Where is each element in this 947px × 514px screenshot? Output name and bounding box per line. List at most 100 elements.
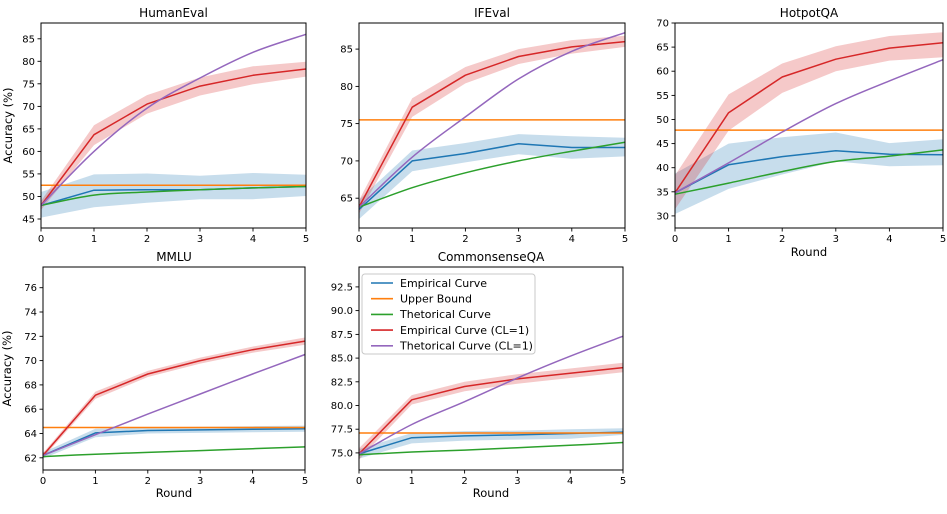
legend-label-upper-bound: Upper Bound (400, 293, 472, 306)
plot-frame (358, 22, 626, 229)
x-tick-label: 0 (40, 476, 46, 487)
xlabel-hotpotqa: Round (791, 245, 827, 259)
x-tick-label: 5 (940, 234, 946, 245)
y-tick-label: 45 (22, 215, 35, 226)
x-tick-label: 1 (409, 234, 415, 245)
line-empirical-curve-cl-1 (42, 340, 306, 456)
x-tick-label: 0 (38, 234, 44, 245)
y-tick-label: 82.5 (331, 377, 353, 388)
y-tick-label: 87.5 (331, 330, 353, 341)
x-tick-label: 3 (197, 476, 203, 487)
x-tick-label: 2 (462, 234, 468, 245)
line-thetorical-curve (358, 441, 624, 456)
y-tick-label: 50 (656, 115, 669, 126)
x-tick-label: 1 (91, 234, 97, 245)
y-tick-label: 68 (24, 380, 37, 391)
title-commonsenseqa: CommonsenseQA (438, 250, 545, 264)
x-tick-label: 0 (356, 234, 362, 245)
ylabel-mmlu: Accuracy (%) (0, 330, 14, 406)
y-tick-label: 85 (340, 45, 353, 56)
ylabel-humaneval: Accuracy (%) (1, 87, 15, 163)
y-tick-label: 80.0 (331, 401, 353, 412)
x-tick-label: 3 (833, 234, 839, 245)
x-tick-label: 1 (92, 476, 98, 487)
x-tick-label: 2 (144, 234, 150, 245)
y-tick-label: 60 (656, 67, 669, 78)
x-tick-label: 1 (725, 234, 731, 245)
y-tick-label: 85.0 (331, 354, 353, 365)
y-tick-label: 50 (22, 192, 35, 203)
y-tick-label: 75 (22, 79, 35, 90)
band-empirical-curve-cl-1 (359, 35, 625, 214)
x-tick-label: 5 (303, 234, 309, 245)
y-tick-label: 70 (22, 102, 35, 113)
line-empirical-curve (358, 143, 625, 210)
legend-label-empirical-curve: Empirical Curve (400, 277, 487, 290)
y-tick-label: 35 (656, 187, 669, 198)
line-empirical-curve-cl-1 (358, 366, 624, 455)
legend-label-thetorical-curve: Thetorical Curve (399, 308, 491, 321)
plot-frame (674, 22, 944, 229)
line-thetorical-curve-cl-1 (42, 353, 306, 457)
x-tick-label: 5 (620, 476, 626, 487)
line-thetorical-curve-cl-1 (674, 59, 944, 194)
y-tick-label: 85 (22, 34, 35, 45)
xlabel-mmlu: Round (156, 486, 192, 500)
y-tick-label: 70 (24, 356, 37, 367)
x-tick-label: 2 (779, 234, 785, 245)
y-tick-label: 75.0 (331, 448, 353, 459)
title-humaneval: HumanEval (139, 6, 208, 20)
subplot-humaneval: HumanEval Accuracy (%) 0 1 2 3 4 545505560657… (1, 6, 309, 245)
x-tick-label: 0 (356, 476, 362, 487)
line-empirical-curve-cl-1 (674, 42, 944, 194)
y-tick-label: 70 (656, 19, 669, 30)
x-tick-label: 3 (515, 234, 521, 245)
y-tick-label: 80 (22, 57, 35, 68)
y-tick-label: 40 (656, 163, 669, 174)
y-tick-label: 55 (656, 91, 669, 102)
y-tick-label: 65 (656, 43, 669, 54)
x-tick-label: 2 (145, 476, 151, 487)
line-thetorical-curve (358, 141, 626, 208)
plot-frame (42, 266, 306, 471)
line-thetorical-curve-cl-1 (358, 31, 626, 208)
y-tick-label: 65 (340, 194, 353, 205)
line-empirical-curve-cl-1 (40, 68, 307, 206)
line-thetorical-curve-cl-1 (40, 33, 307, 207)
y-tick-label: 76 (24, 283, 37, 294)
line-thetorical-curve-cl-1 (358, 335, 624, 455)
y-tick-label: 66 (24, 405, 37, 416)
line-thetorical-curve (674, 149, 944, 195)
x-tick-label: 5 (622, 234, 628, 245)
band-empirical-curve (41, 173, 306, 218)
y-tick-label: 64 (24, 429, 37, 440)
y-tick-label: 55 (22, 169, 35, 180)
y-tick-label: 62 (24, 453, 37, 464)
band-empirical-curve-cl-1 (43, 337, 305, 458)
x-tick-label: 3 (197, 234, 203, 245)
x-tick-label: 4 (250, 234, 256, 245)
line-empirical-curve (42, 427, 306, 457)
title-hotpotqa: HotpotQA (780, 6, 839, 20)
band-empirical-curve (359, 134, 625, 220)
line-empirical-curve (674, 150, 944, 194)
subplot-ifeval: IFEval 0 1 2 3 4 5 65 70 75 80 85 (340, 6, 628, 245)
line-empirical-curve-cl-1 (358, 40, 626, 208)
title-ifeval: IFEval (474, 6, 510, 20)
xlabel-commonsenseqa: Round (473, 486, 509, 500)
band-empirical-curve (359, 428, 623, 459)
y-tick-label: 80 (340, 82, 353, 93)
x-tick-label: 4 (569, 234, 575, 245)
y-tick-label: 70 (340, 156, 353, 167)
y-tick-label: 92.5 (331, 282, 353, 293)
y-tick-label: 45 (656, 139, 669, 150)
x-tick-label: 4 (886, 234, 892, 245)
legend-label-empirical-curve-cl-1: Empirical Curve (CL=1) (400, 324, 529, 337)
x-tick-label: 4 (567, 476, 573, 487)
y-tick-label: 90.0 (331, 306, 353, 317)
band-empirical-curve (43, 425, 305, 459)
y-tick-label: 30 (656, 211, 669, 222)
line-thetorical-curve (40, 185, 307, 207)
